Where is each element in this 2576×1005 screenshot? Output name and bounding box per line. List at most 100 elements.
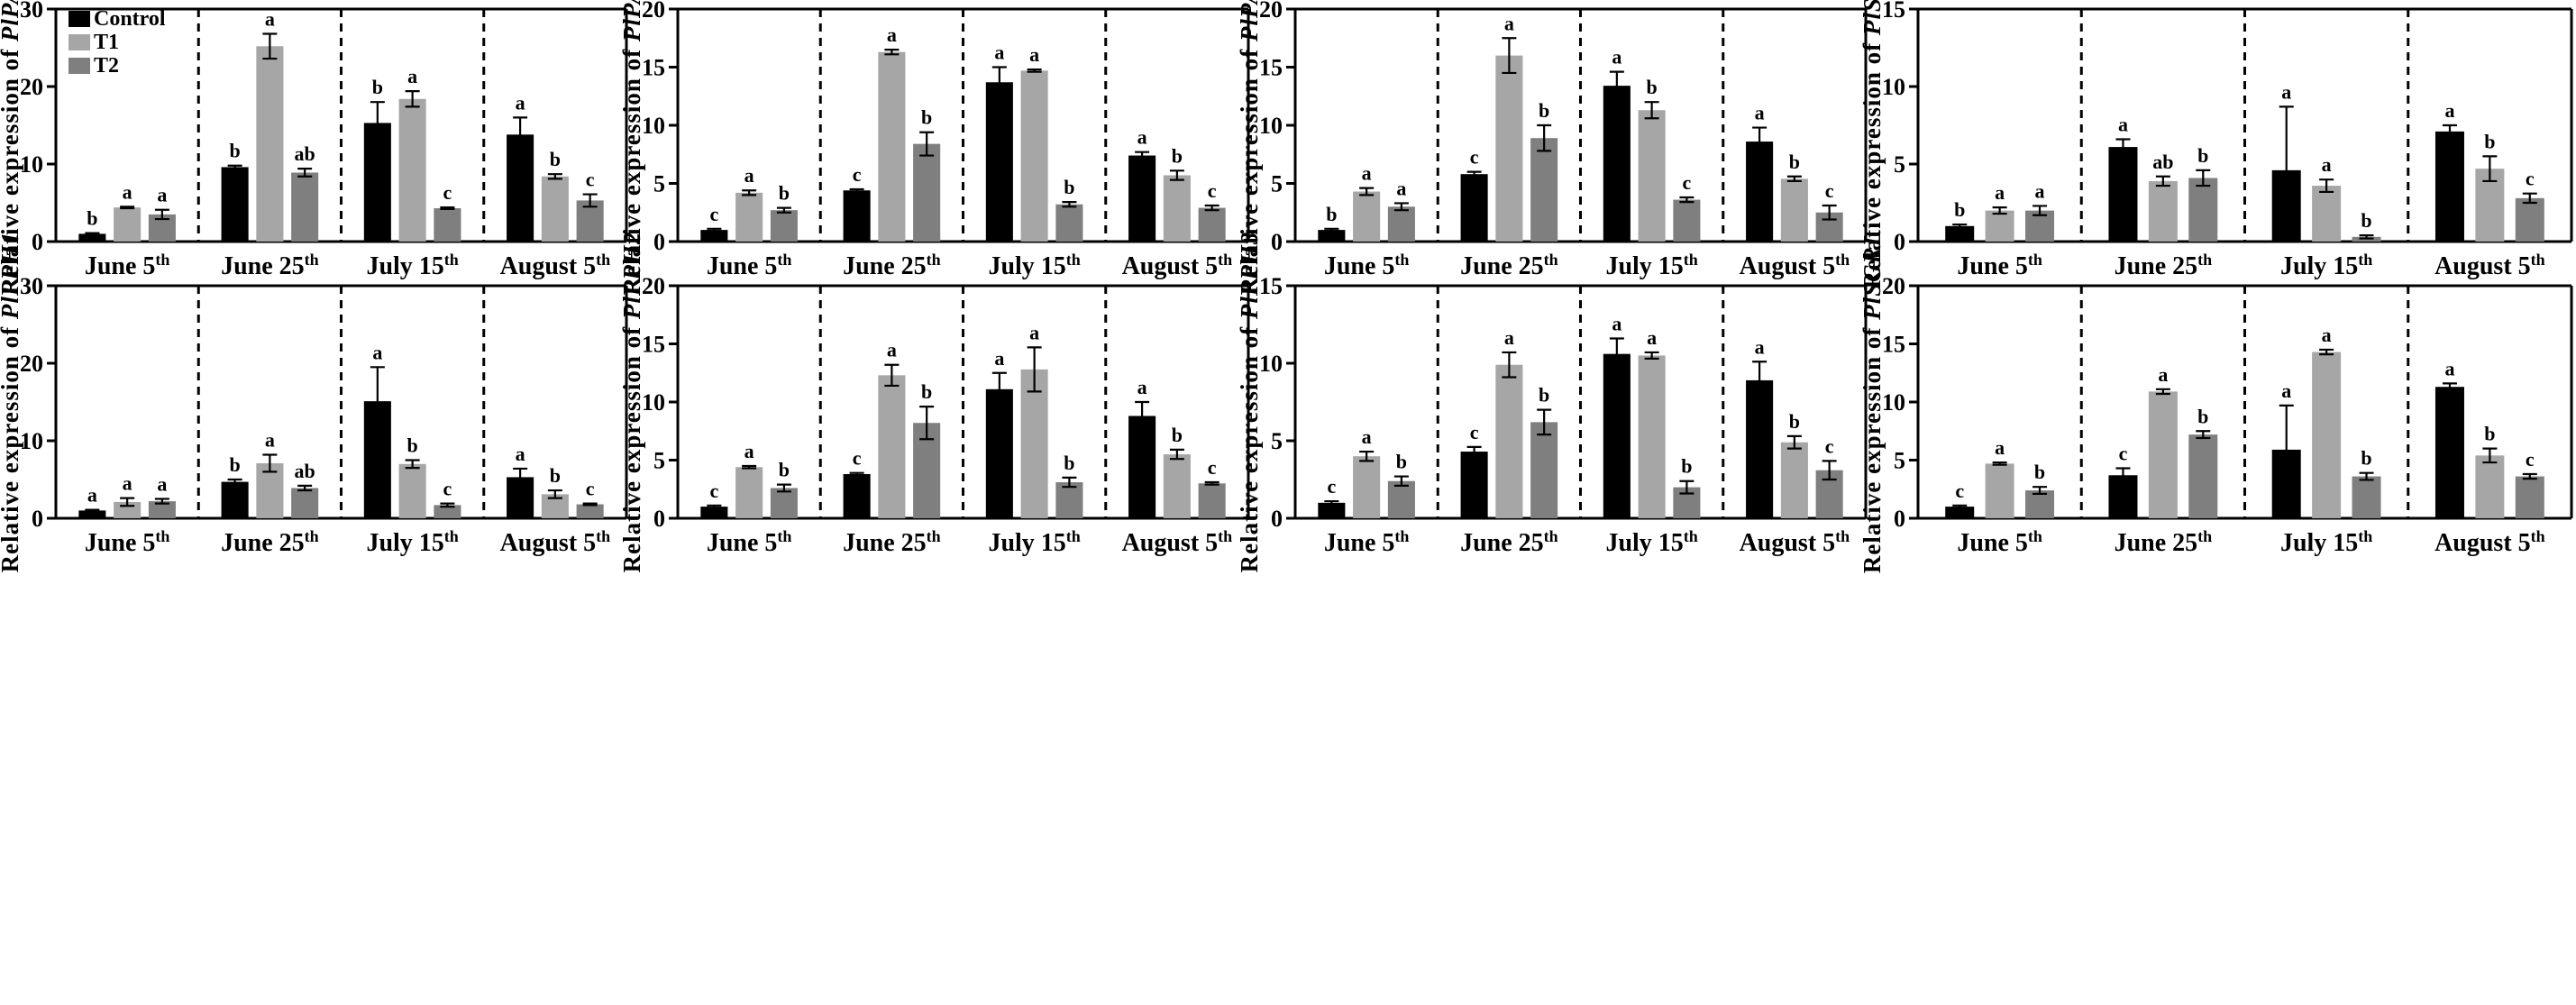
- significance-letter: b: [1954, 198, 1965, 221]
- significance-letter: b: [407, 434, 418, 457]
- significance-letter: b: [1681, 455, 1692, 478]
- bar-control: [843, 190, 871, 242]
- bar-control: [1128, 416, 1156, 518]
- bar-t1: [398, 98, 426, 242]
- significance-letter: b: [1396, 451, 1407, 473]
- significance-letter: a: [994, 41, 1004, 64]
- y-tick-label: 5: [653, 171, 665, 197]
- x-tick-label: June 25th: [843, 251, 941, 280]
- significance-letter: c: [2526, 168, 2535, 190]
- x-tick-label: July 15th: [2280, 251, 2372, 280]
- significance-letter: b: [1647, 76, 1658, 98]
- significance-letter: a: [265, 428, 275, 451]
- legend-label-t2: T2: [94, 54, 119, 78]
- bar-t2: [913, 143, 941, 242]
- y-tick-label: 0: [32, 506, 43, 532]
- bar-t2: [1198, 483, 1226, 518]
- y-tick-label: 15: [1882, 332, 1905, 358]
- bar-t1: [2312, 186, 2342, 242]
- x-tick-label: June 5th: [85, 251, 170, 280]
- significance-letter: b: [921, 380, 932, 403]
- significance-letter: a: [1029, 321, 1039, 343]
- significance-letter: b: [1172, 144, 1183, 167]
- y-tick-label: 10: [642, 389, 665, 416]
- chart-panel-PlPPH3: 0 5 10 15 c c a a a a a b b b b c June 5th June 25th July …: [1236, 232, 1868, 572]
- bar-t1: [1495, 55, 1523, 242]
- bar-t1: [1780, 178, 1808, 242]
- significance-letter: a: [123, 472, 132, 495]
- chart-panel-PlSGRL: 0 5 10 15 20 c c a a a a a b b b b c June 5th June 25th Jul…: [1859, 231, 2573, 573]
- significance-letter: c: [1208, 456, 1217, 479]
- bar-t1: [1780, 442, 1808, 518]
- significance-letter: a: [1755, 102, 1765, 124]
- y-tick-label: 10: [642, 113, 665, 139]
- significance-letter: c: [586, 169, 595, 191]
- legend-swatch-control: [69, 11, 90, 27]
- bar-control: [1603, 86, 1631, 242]
- bar-t2: [2352, 476, 2381, 518]
- bar-t2: [1055, 204, 1083, 242]
- bar-t2: [2188, 178, 2218, 242]
- bar-t1: [541, 176, 569, 242]
- bar-t1: [878, 375, 906, 518]
- bar-control: [1746, 142, 1774, 242]
- x-tick-label: June 25th: [1460, 527, 1558, 557]
- bar-t1: [1638, 110, 1666, 242]
- bar-t1: [735, 192, 763, 242]
- significance-letter: b: [1539, 99, 1549, 122]
- bar-control: [1945, 507, 1975, 518]
- significance-letter: a: [1612, 46, 1621, 69]
- bar-control: [843, 473, 871, 518]
- x-tick-label: August 5th: [500, 527, 611, 557]
- significance-letter: c: [1683, 171, 1692, 194]
- y-tick-label: 20: [642, 273, 665, 299]
- bar-t1: [1163, 454, 1191, 518]
- chart-panel-PlPAO2: 0 5 10 15 20 c c a a a a a b b b b c June 5th June 25th Jul…: [618, 0, 1250, 295]
- significance-letter: b: [2197, 405, 2208, 427]
- bar-t1: [1638, 355, 1666, 518]
- significance-letter: b: [921, 106, 932, 129]
- significance-letter: b: [2484, 423, 2495, 445]
- significance-letter: b: [372, 76, 383, 98]
- x-tick-label: August 5th: [1740, 527, 1850, 557]
- x-tick-label: August 5th: [500, 251, 611, 280]
- significance-letter: a: [887, 23, 897, 46]
- bar-t1: [735, 467, 763, 518]
- y-tick-label: 0: [1894, 229, 1905, 255]
- significance-letter: a: [157, 184, 167, 206]
- significance-letter: b: [1789, 410, 1800, 433]
- bar-t2: [434, 208, 461, 242]
- y-tick-label: 0: [1271, 506, 1283, 532]
- significance-letter: b: [550, 464, 561, 487]
- bar-t1: [114, 207, 142, 242]
- significance-letter: b: [1326, 203, 1337, 225]
- significance-letter: b: [2484, 130, 2495, 152]
- y-axis-label: Relative expression of PlPPH1: [0, 232, 23, 573]
- significance-letter: c: [1470, 421, 1479, 443]
- x-tick-label: June 5th: [1324, 527, 1410, 557]
- x-tick-label: June 5th: [85, 527, 170, 557]
- bar-control: [1318, 230, 1346, 242]
- significance-letter: c: [443, 181, 452, 204]
- bar-t2: [1530, 422, 1558, 518]
- significance-letter: a: [123, 180, 132, 203]
- x-tick-label: June 25th: [2115, 251, 2213, 280]
- x-tick-label: July 15th: [2280, 527, 2372, 557]
- bar-control: [985, 388, 1013, 518]
- significance-letter: a: [1995, 181, 2005, 204]
- significance-letter: b: [2197, 144, 2208, 167]
- significance-letter: a: [407, 65, 417, 87]
- bar-control: [985, 82, 1013, 242]
- significance-letter: c: [443, 478, 452, 500]
- bar-t2: [148, 501, 176, 518]
- significance-letter: a: [2444, 99, 2454, 122]
- significance-letter: a: [887, 339, 897, 361]
- bar-t2: [434, 505, 461, 518]
- bar-control: [78, 510, 106, 518]
- significance-letter: a: [1647, 326, 1657, 349]
- y-tick-label: 0: [32, 229, 43, 255]
- bar-control: [1460, 452, 1488, 518]
- y-tick-label: 0: [653, 229, 665, 255]
- x-tick-label: June 5th: [1324, 251, 1410, 280]
- bar-control: [2434, 387, 2464, 518]
